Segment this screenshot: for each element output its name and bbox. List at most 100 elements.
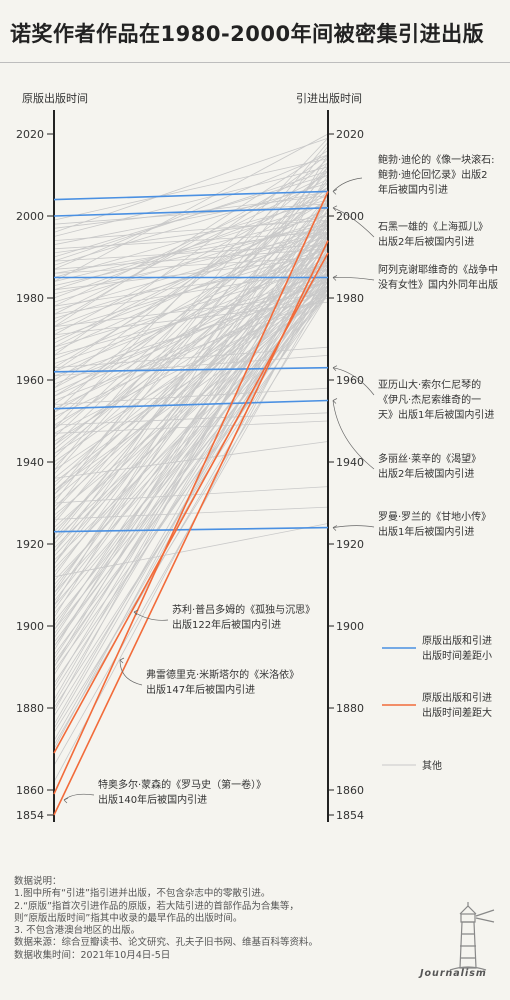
other-series-line — [53, 219, 329, 241]
left-axis-tick-label: 1854 — [16, 809, 44, 822]
other-series-line — [53, 141, 329, 471]
other-series-line — [53, 264, 329, 307]
annotation-arrowhead — [332, 365, 338, 371]
right-axis-tick-label: 1920 — [336, 538, 364, 551]
other-series-line — [53, 248, 329, 270]
annotation-text: 年后被国内引进 — [378, 183, 448, 196]
other-series-line — [53, 232, 329, 295]
annotation-leader — [332, 277, 375, 281]
note-line: 则“原版出版时间”指其中收录的最早作品的出版时间。 — [14, 912, 243, 924]
other-series-line — [53, 186, 329, 373]
other-series-line — [53, 207, 329, 344]
other-series-line — [53, 146, 329, 504]
small-gap-line — [53, 366, 329, 373]
other-series-line — [53, 273, 329, 614]
other-series-line — [53, 269, 329, 647]
other-series-line — [53, 420, 329, 434]
other-series-line — [53, 162, 329, 323]
other-series-line — [53, 137, 329, 233]
other-series-line — [53, 195, 329, 524]
other-series-line — [53, 281, 329, 623]
annotation-arrowhead — [332, 525, 338, 531]
right-axis-tick-label: 1900 — [336, 620, 364, 633]
data-notes: 数据说明： 1.图中所有“引进”指引进并出版，不包含杂志中的零散引进。 2.“原… — [14, 876, 318, 962]
annotation-leader — [63, 793, 95, 801]
left-axis-tick-label: 1980 — [16, 292, 44, 305]
other-series-line — [53, 248, 329, 627]
annotation-arrowhead — [332, 275, 338, 281]
right-axis-tick-label: 1960 — [336, 374, 364, 387]
other-series-line — [53, 232, 329, 455]
other-series-line — [53, 486, 329, 504]
left-axis-tick-label: 1860 — [16, 784, 44, 797]
legend-label: 原版出版和引进 — [422, 691, 492, 704]
right-axis-tick-label: 1940 — [336, 456, 364, 469]
annotation-text: 鲍勃·迪伦回忆录》出版2 — [378, 168, 488, 181]
other-series-line — [53, 150, 329, 328]
annotation-leader — [119, 659, 143, 686]
other-series-line — [53, 260, 329, 741]
left-axis-tick-label: 1920 — [16, 538, 44, 551]
annotation-arrowhead — [63, 797, 69, 804]
other-series-line — [53, 178, 329, 315]
other-series-line — [53, 260, 329, 635]
small-gap-line — [53, 399, 329, 410]
left-axis-tick-label: 2000 — [16, 210, 44, 223]
other-series-line — [53, 244, 329, 262]
other-series-line — [53, 273, 329, 549]
other-series-line — [53, 412, 329, 426]
annotation-text: 苏利·普吕多姆的《孤独与沉思》 — [172, 603, 315, 616]
annotation-text: 出版140年后被国内引进 — [98, 793, 207, 806]
other-series-line — [53, 166, 329, 237]
left-axis-tick-label: 1940 — [16, 456, 44, 469]
other-series-line — [53, 223, 329, 467]
annotation-text: 出版2年后被国内引进 — [378, 467, 474, 480]
other-series-line — [53, 277, 329, 746]
other-series-line — [53, 346, 329, 369]
other-series-line — [53, 203, 329, 668]
other-series-line — [53, 256, 329, 274]
annotation-text: 没有女性》国内外同年出版 — [378, 278, 498, 291]
right-axis-tick-label: 1860 — [336, 784, 364, 797]
annotation-leader — [332, 400, 375, 470]
annotation-leader — [332, 525, 375, 528]
note-line: 2.“原版”指首次引进作品的原版，若大陆引进的首部作品为合集等， — [14, 900, 299, 912]
other-series-line — [53, 154, 329, 606]
annotation-leader — [332, 367, 375, 396]
large-gap-line — [53, 191, 329, 795]
annotation-text: 出版122年后被国内引进 — [172, 618, 281, 631]
slope-chart: 2020 2000 1980 1960 1940 1920 1900 1880 1860 1854… — [16, 110, 498, 822]
annotation-text: 出版147年后被国内引进 — [146, 683, 255, 696]
other-series-line — [53, 162, 329, 512]
right-axis-tick-label: 2020 — [336, 128, 364, 141]
annotation-text: 出版1年后被国内引进 — [378, 525, 474, 538]
other-series-line — [53, 228, 329, 590]
other-series-line — [53, 137, 329, 430]
other-series-line — [53, 191, 329, 246]
small-gap-line — [53, 190, 329, 201]
annotation-leader — [332, 207, 375, 238]
annotation-text: 出版2年后被国内引进 — [378, 235, 474, 248]
other-series-line — [53, 215, 329, 254]
note-line: 3. 不包含港澳台地区的出版。 — [14, 925, 141, 937]
legend-label: 原版出版和引进 — [422, 634, 492, 647]
annotation-text: 罗曼·罗兰的《甘地小传》 — [378, 510, 491, 523]
title-divider — [0, 62, 510, 63]
annotation-leader — [133, 611, 169, 621]
other-series-line — [53, 219, 329, 381]
other-series-line — [53, 133, 329, 282]
other-series-line — [53, 293, 329, 328]
left-axis-label: 原版出版时间 — [22, 92, 88, 105]
right-axis-tick-label: 1880 — [336, 702, 364, 715]
other-series-line — [53, 199, 329, 651]
annotation-arrowhead — [119, 657, 125, 664]
annotation-arrowhead — [332, 189, 338, 195]
legend-label: 出版时间差距大 — [422, 706, 492, 719]
other-series-line — [53, 387, 329, 405]
large-gap-line — [53, 240, 329, 816]
right-axis-label: 引进出版时间 — [296, 92, 362, 105]
other-series-line — [53, 158, 329, 221]
annotation-arrowhead — [133, 609, 139, 616]
other-series-line — [53, 170, 329, 262]
annotation-leader — [332, 177, 363, 192]
